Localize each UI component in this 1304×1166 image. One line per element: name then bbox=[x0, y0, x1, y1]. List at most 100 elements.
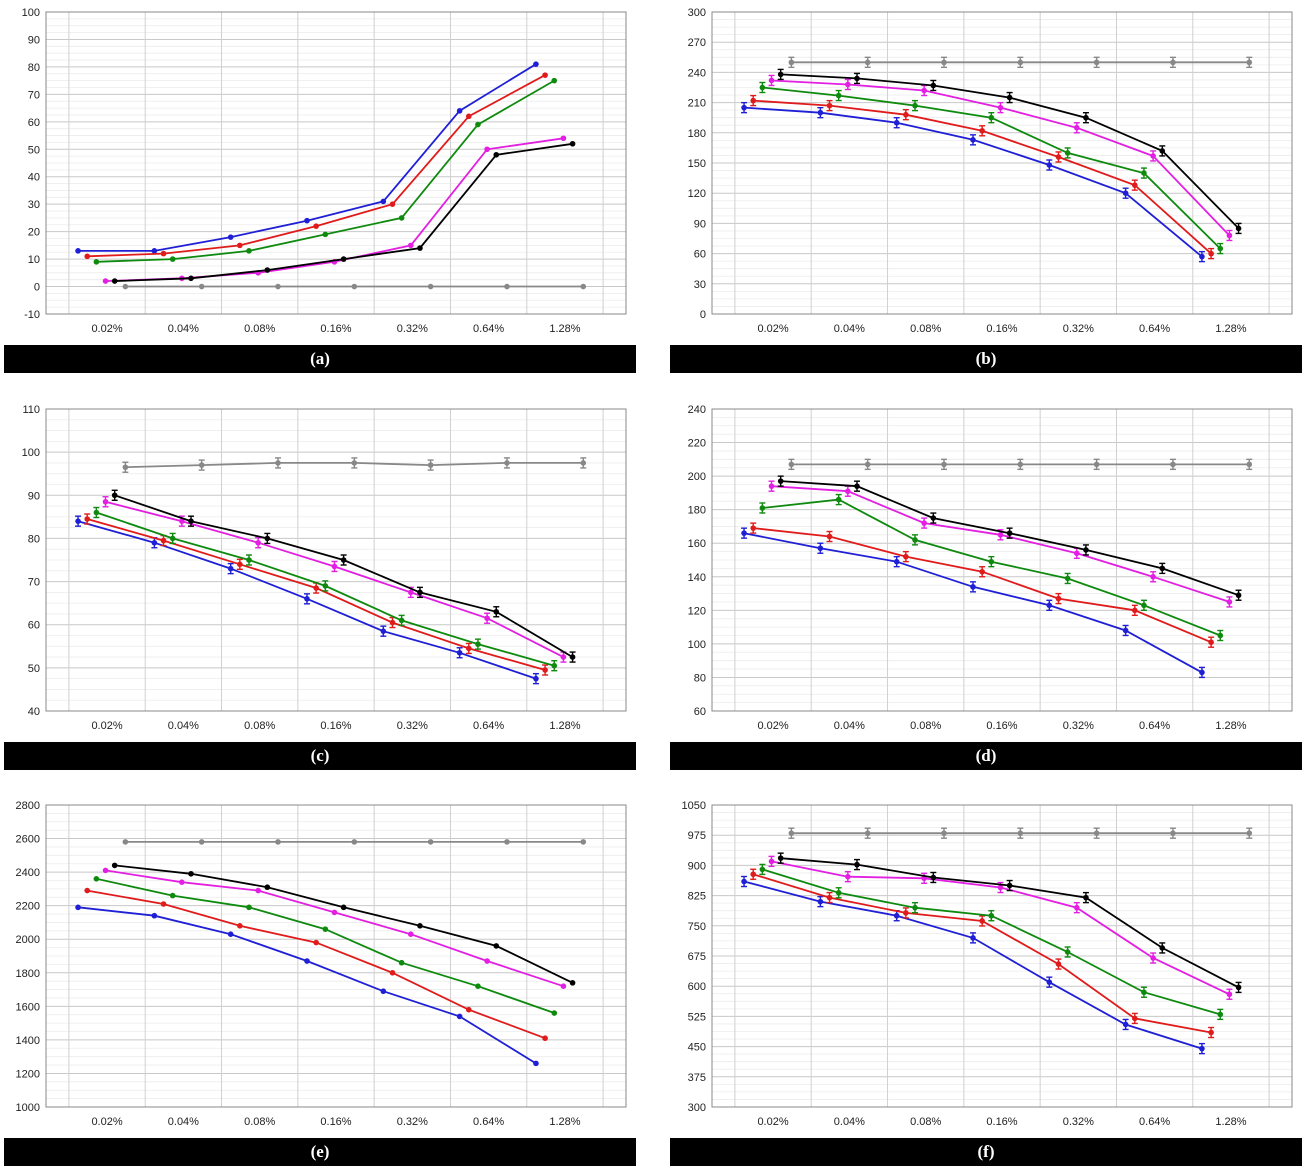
y-tick-label: 30 bbox=[28, 199, 40, 211]
data-point bbox=[827, 103, 833, 109]
data-point bbox=[504, 284, 510, 290]
x-tick-label: 0.16% bbox=[320, 323, 351, 335]
data-point bbox=[912, 537, 918, 543]
data-point bbox=[989, 115, 995, 121]
data-point bbox=[1150, 574, 1156, 580]
x-tick-label: 0.32% bbox=[1063, 1116, 1094, 1128]
x-tick-label: 0.64% bbox=[1139, 1116, 1170, 1128]
data-point bbox=[265, 536, 271, 542]
data-point bbox=[818, 899, 824, 905]
data-point bbox=[845, 82, 851, 88]
data-point bbox=[428, 462, 434, 468]
data-point bbox=[152, 540, 158, 546]
data-point bbox=[1150, 153, 1156, 159]
data-point bbox=[1217, 633, 1223, 639]
data-point bbox=[399, 215, 405, 221]
data-point bbox=[112, 863, 118, 869]
data-point bbox=[1170, 830, 1176, 836]
data-point bbox=[970, 584, 976, 590]
y-tick-label: 525 bbox=[688, 1011, 706, 1023]
data-point bbox=[304, 218, 310, 224]
data-point bbox=[760, 505, 766, 511]
data-point bbox=[103, 499, 109, 505]
grid bbox=[46, 409, 626, 711]
panel-caption: (e) bbox=[4, 1138, 636, 1166]
data-point bbox=[1018, 60, 1024, 66]
data-point bbox=[390, 620, 396, 626]
data-point bbox=[408, 590, 414, 596]
data-point bbox=[304, 958, 310, 964]
x-tick-label: 0.32% bbox=[397, 323, 428, 335]
data-point bbox=[760, 85, 766, 91]
x-tick-label: 0.64% bbox=[1139, 720, 1170, 732]
data-point bbox=[381, 199, 387, 205]
x-tick-label: 1.28% bbox=[549, 1116, 580, 1128]
data-point bbox=[1074, 905, 1080, 911]
data-point bbox=[265, 267, 271, 273]
y-tick-label: 60 bbox=[694, 249, 706, 261]
chart-svg-b: 0 30 60 90 120 150 180 210 240 270 300 0.02% 0.04% 0.… bbox=[666, 0, 1302, 373]
data-point bbox=[466, 1007, 472, 1013]
y-tick-label: 600 bbox=[688, 981, 706, 993]
x-tick-label: 0.64% bbox=[473, 323, 504, 335]
data-point bbox=[417, 245, 423, 251]
x-tick-label: 1.28% bbox=[1215, 720, 1246, 732]
series-4 bbox=[103, 497, 567, 662]
data-point bbox=[845, 488, 851, 494]
data-point bbox=[580, 284, 586, 290]
data-point bbox=[760, 867, 766, 873]
chart-panel-a: -10 0 10 20 30 40 50 60 70 80 90 100 0.02% 0.04% 0.08%… bbox=[0, 0, 636, 373]
data-point bbox=[818, 110, 824, 116]
data-point bbox=[94, 259, 100, 265]
data-point bbox=[1217, 1012, 1223, 1018]
data-point bbox=[561, 135, 567, 141]
data-point bbox=[903, 910, 909, 916]
data-point bbox=[818, 545, 824, 551]
data-point bbox=[778, 855, 784, 861]
data-point bbox=[1065, 949, 1071, 955]
data-point bbox=[352, 839, 358, 845]
data-point bbox=[246, 557, 252, 563]
y-tick-label: 270 bbox=[688, 37, 706, 49]
x-tick-label: 0.04% bbox=[168, 720, 199, 732]
series-6 bbox=[122, 458, 586, 472]
data-point bbox=[313, 585, 319, 591]
data-point bbox=[152, 913, 158, 919]
panel-caption: (f) bbox=[670, 1138, 1302, 1166]
data-point bbox=[1074, 550, 1080, 556]
data-point bbox=[1208, 1030, 1214, 1036]
data-point bbox=[493, 152, 499, 158]
data-point bbox=[417, 923, 423, 929]
data-point bbox=[1227, 991, 1233, 997]
data-point bbox=[921, 88, 927, 94]
series-line bbox=[772, 861, 1230, 994]
data-point bbox=[417, 590, 423, 596]
y-tick-label: 180 bbox=[688, 505, 706, 517]
y-tick-label: 1600 bbox=[16, 1001, 40, 1013]
data-point bbox=[84, 254, 90, 260]
y-tick-label: 2800 bbox=[16, 800, 40, 812]
data-point bbox=[170, 893, 176, 899]
data-point bbox=[1159, 566, 1165, 572]
data-point bbox=[921, 520, 927, 526]
data-point bbox=[237, 923, 243, 929]
data-point bbox=[533, 676, 539, 682]
y-tick-label: 2600 bbox=[16, 834, 40, 846]
x-tick-label: 0.08% bbox=[910, 323, 941, 335]
data-point bbox=[1208, 251, 1214, 257]
series-line bbox=[762, 500, 1220, 636]
y-tick-label: 80 bbox=[28, 62, 40, 74]
x-tick-label: 0.08% bbox=[910, 1116, 941, 1128]
data-point bbox=[580, 839, 586, 845]
data-point bbox=[570, 980, 576, 986]
data-point bbox=[1074, 125, 1080, 131]
data-point bbox=[123, 839, 129, 845]
x-tick-label: 1.28% bbox=[549, 323, 580, 335]
data-point bbox=[741, 879, 747, 885]
data-point bbox=[484, 958, 490, 964]
data-point bbox=[323, 583, 329, 589]
data-point bbox=[741, 105, 747, 111]
data-point bbox=[1065, 576, 1071, 582]
data-point bbox=[931, 83, 937, 89]
data-point bbox=[750, 98, 756, 104]
